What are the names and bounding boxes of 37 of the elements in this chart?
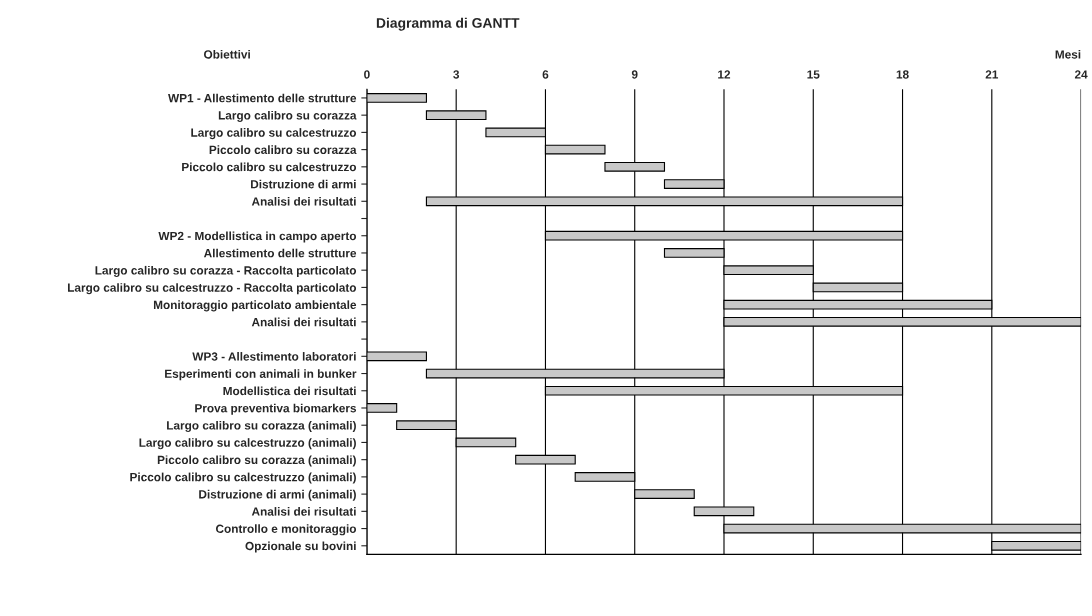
y-tick-label: Largo calibro su calcestruzzo - Raccolta particolato <box>68 283 357 295</box>
y-tick-label: Largo calibro su corazza (animali) <box>167 420 356 432</box>
y-tick-label: Analisi dei risultati <box>251 197 356 206</box>
x-tick-label: 6 <box>542 70 549 79</box>
y-axis-title: Obiettivi <box>204 49 250 59</box>
y-tick-label: Largo calibro su calcestruzzo (animali) <box>139 438 356 450</box>
y-tick-label: Modellistica dei risultati <box>223 386 356 396</box>
y-tick-label: Piccolo calibro su calcestruzzo (animali) <box>130 472 356 484</box>
y-tick-label: Prova preventiva biomarkers <box>195 403 357 415</box>
chart-title: Diagramma di GANTT <box>376 17 520 31</box>
y-tick-label: Esperimenti con animali in bunker <box>165 369 357 381</box>
y-tick-label: WP3 - Allestimento laboratori <box>192 352 356 361</box>
x-tick-label: 15 <box>807 70 820 79</box>
y-tick-label: Piccolo calibro su corazza (animali) <box>157 455 356 467</box>
y-tick-label: Piccolo calibro su calcestruzzo <box>182 162 357 172</box>
y-tick-label: Analisi dei risultati <box>251 507 356 516</box>
y-tick-label: Distruzione di armi <box>251 179 356 189</box>
x-tick-label: 3 <box>453 70 460 79</box>
x-tick-label: 18 <box>896 70 909 79</box>
x-tick-label: 9 <box>631 70 638 79</box>
x-axis-title: Mesi <box>1055 49 1081 59</box>
y-tick-label: WP2 - Modellistica in campo aperto <box>158 231 357 243</box>
x-tick-label: 24 <box>1074 70 1088 79</box>
y-tick-label: Controllo e monitoraggio <box>215 524 357 536</box>
y-tick-label: Allestimento delle strutture <box>203 248 357 258</box>
y-tick-label: Opzionale su bovini <box>245 541 356 553</box>
y-tick-label: Monitoraggio particolato ambientale <box>153 300 357 312</box>
y-tick-label: WP1 - Allestimento delle strutture <box>168 93 357 103</box>
x-tick-label: 0 <box>364 70 370 79</box>
y-tick-label: Largo calibro su corazza <box>218 110 357 122</box>
x-tick-label: 12 <box>718 70 731 79</box>
y-tick-label: Analisi dei risultati <box>251 317 356 327</box>
y-tick-label: Piccolo calibro su corazza <box>209 145 357 154</box>
y-tick-label: Largo calibro su corazza - Raccolta particolato <box>95 265 357 277</box>
y-tick-label: Largo calibro su calcestruzzo <box>191 128 357 140</box>
y-tick-label: Distruzione di armi (animali) <box>199 489 356 501</box>
x-tick-label: 21 <box>985 70 999 79</box>
